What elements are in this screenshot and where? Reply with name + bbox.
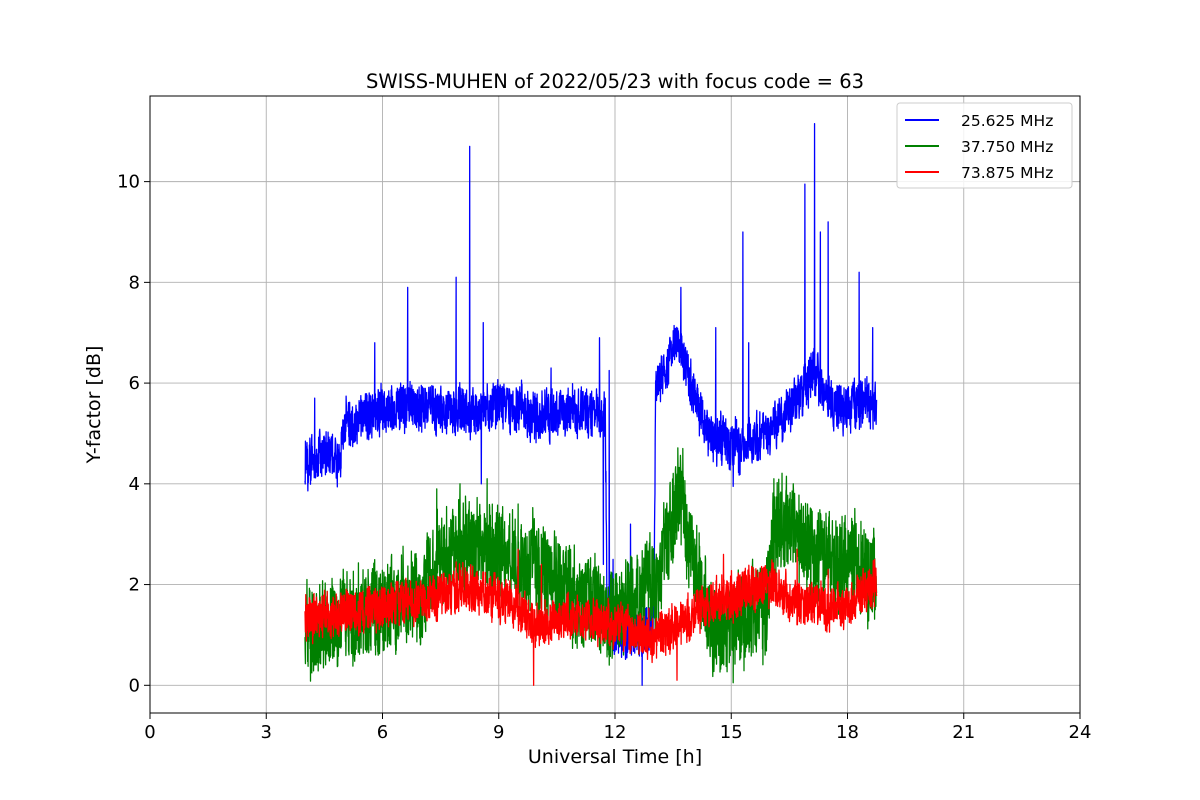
y-tick-label: 4 — [129, 474, 140, 495]
y-axis-label: Y-factor [dB] — [83, 346, 105, 465]
series-layer — [304, 123, 878, 686]
y-tick-label: 2 — [129, 575, 140, 596]
x-tick-label: 9 — [493, 722, 504, 743]
y-tick-label: 0 — [129, 675, 140, 696]
y-tick-label: 10 — [117, 172, 140, 193]
y-tick-label: 8 — [129, 272, 140, 293]
x-tick-label: 21 — [952, 722, 975, 743]
x-tick-label: 3 — [261, 722, 272, 743]
legend-label: 73.875 MHz — [961, 164, 1053, 182]
x-tick-label: 24 — [1069, 722, 1092, 743]
x-tick-label: 12 — [604, 722, 627, 743]
x-axis-label: Universal Time [h] — [528, 746, 702, 768]
x-tick-label: 6 — [377, 722, 388, 743]
x-tick-label: 18 — [836, 722, 859, 743]
legend-label: 25.625 MHz — [961, 112, 1053, 130]
series-line-1 — [304, 123, 878, 686]
x-tick-label: 15 — [720, 722, 743, 743]
chart-title: SWISS-MUHEN of 2022/05/23 with focus cod… — [366, 70, 864, 93]
x-tick-label: 0 — [144, 722, 155, 743]
series-line-3 — [304, 548, 878, 686]
legend: 25.625 MHz 37.750 MHz 73.875 MHz — [896, 102, 1073, 189]
legend-box — [896, 102, 1073, 189]
legend-label: 37.750 MHz — [961, 138, 1053, 156]
y-tick-label: 6 — [129, 373, 140, 394]
